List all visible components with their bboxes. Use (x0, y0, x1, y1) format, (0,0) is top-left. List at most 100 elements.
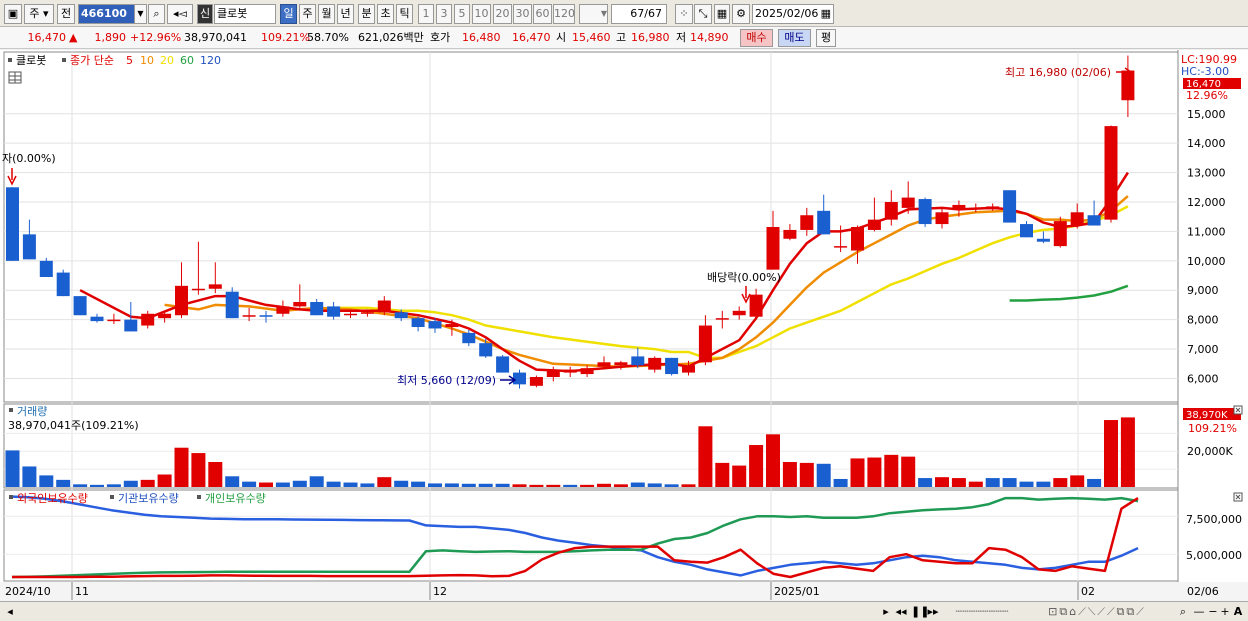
period-week-tab[interactable]: 주 (299, 4, 316, 24)
candle-body (749, 294, 763, 317)
code-dropdown-icon[interactable]: ▼ (134, 4, 147, 24)
period-day-tab[interactable]: 일 (280, 4, 297, 24)
stock-code-input[interactable]: 466100 (78, 4, 136, 24)
chart-type-select[interactable]: 주 ▾ (24, 4, 54, 24)
interval-20-button[interactable]: 20 (493, 4, 512, 24)
volume-bar (309, 476, 324, 487)
legend-stock-name: 클로봇 (16, 54, 46, 67)
candlestick-series[interactable] (6, 55, 1135, 389)
volume-bar (732, 465, 747, 487)
volume-bar (597, 483, 611, 487)
volume-bar (563, 484, 578, 487)
volume-bar (428, 483, 442, 487)
chart-area[interactable]: 클로봇 종가 단순 5 10 20 60 120 자(0.00%) 배당락(0.… (0, 50, 1248, 601)
candle-body (580, 368, 594, 375)
period-minute-tab[interactable]: 분 (358, 4, 375, 24)
volume-bar (681, 484, 696, 487)
x-axis-label: 02 (1081, 585, 1095, 598)
candle-body (411, 318, 425, 327)
scroll-left-icon[interactable]: ◂ (7, 605, 13, 618)
settings-icon[interactable]: ⚙ (732, 4, 750, 24)
market-select[interactable]: 전 (57, 4, 75, 24)
price-axis-tick: 14,000 (1187, 137, 1226, 150)
sell-button[interactable]: 매도 (778, 29, 811, 47)
interval-30-button[interactable]: 30 (513, 4, 532, 24)
auto-scale-icon[interactable]: A (1233, 605, 1243, 618)
interval-custom-select[interactable]: ▼ (579, 4, 608, 24)
candle-body (969, 207, 983, 210)
volume-bar (191, 453, 206, 487)
x-axis-label: 2025/01 (774, 585, 820, 598)
volume-title: 거래량 (17, 405, 47, 418)
zoom-in-icon[interactable]: + (1220, 605, 1230, 618)
volume-bar (140, 479, 155, 487)
date-field[interactable]: 2025/02/06 ▦ (752, 4, 834, 24)
volume-bar (326, 481, 341, 487)
price-axis-ticks: 15,000 14,000 13,000 12,000 11,000 10,000 9,00… (1187, 108, 1226, 386)
candle-body (293, 302, 307, 307)
volume-bar (1120, 417, 1135, 487)
candle-body (496, 356, 510, 373)
calendar-icon[interactable]: ▦ (820, 7, 831, 20)
volume-bar (630, 482, 645, 487)
interval-3-button[interactable]: 3 (436, 4, 452, 24)
interval-60-button[interactable]: 60 (533, 4, 552, 24)
zoom-out-icon[interactable]: — (1193, 605, 1205, 618)
price-legend: 클로봇 종가 단순 5 10 20 60 120 (8, 54, 221, 84)
window-icon[interactable]: ▣ (4, 4, 22, 24)
candle-body (344, 313, 357, 316)
eval-button[interactable]: 평 (816, 29, 836, 47)
candle-body (22, 234, 36, 260)
pause-icon[interactable]: ❚❚ (911, 605, 930, 618)
volume-bar (444, 483, 459, 487)
interval-5-button[interactable]: 5 (454, 4, 470, 24)
minimize-icon[interactable]: − (1208, 605, 1218, 618)
holdings-panel (3, 489, 1179, 582)
open-label: 시 (556, 31, 567, 44)
volume-bar (495, 483, 510, 487)
scroll-right-icon[interactable]: ▸ (883, 605, 889, 618)
period-year-tab[interactable]: 년 (337, 4, 354, 24)
stock-name-field[interactable]: 클로봇 (214, 4, 276, 24)
period-second-tab[interactable]: 초 (377, 4, 394, 24)
interval-120-button[interactable]: 120 (553, 4, 575, 24)
candle-body (208, 284, 222, 289)
zoom-icon[interactable]: ⌕ (1179, 605, 1187, 618)
high-annotation: 최고 16,980 (02/06) (1005, 66, 1111, 79)
period-tick-tab[interactable]: 틱 (396, 4, 413, 24)
volume-bar (123, 480, 138, 487)
speaker-icon[interactable]: ◂◅ (167, 4, 193, 24)
candle-body (817, 210, 831, 235)
display-count-field[interactable]: 67/67 (611, 4, 667, 24)
candle-body (546, 369, 560, 377)
volume-bar (275, 482, 290, 487)
holdings-foreign-title: 외국인보유수량 (17, 492, 88, 505)
period-month-tab[interactable]: 월 (318, 4, 335, 24)
zoom-slider[interactable]: ┄┄┄┄┄┄┄┄ (955, 605, 1009, 618)
high-price: 16,980 (631, 31, 670, 44)
chart-svg[interactable]: 클로봇 종가 단순 5 10 20 60 120 자(0.00%) 배당락(0.… (0, 50, 1248, 601)
volume-bar (613, 484, 628, 487)
interval-1-button[interactable]: 1 (418, 4, 434, 24)
volume-bar (5, 450, 20, 487)
buy-button[interactable]: 매수 (740, 29, 773, 47)
candle-body (242, 315, 256, 317)
interval-10-button[interactable]: 10 (472, 4, 491, 24)
save-icon[interactable]: ▦ (714, 4, 730, 24)
candle-body (225, 291, 239, 319)
lc-label: LC:190.99 (1181, 53, 1237, 66)
search-icon[interactable]: ⌕ (148, 4, 165, 24)
drawing-tools-strip[interactable]: ⊡⧉⌂⟋⟍⟋⟋⧉⧉⟋ (1048, 605, 1146, 618)
candle-body (462, 332, 476, 344)
chart-type-value: 주 (29, 7, 40, 20)
volume-bar (343, 482, 358, 487)
volume-bar (1070, 475, 1085, 487)
rewind-icon[interactable]: ◂◂ (895, 605, 907, 618)
volume-bar (833, 478, 848, 487)
x-axis-strip (0, 582, 1248, 601)
volume-bar (39, 475, 54, 487)
crosshair-icon[interactable]: ⤡ (694, 4, 712, 24)
grid-icon[interactable]: ⁘ (675, 4, 693, 24)
date-value: 2025/02/06 (755, 7, 819, 20)
fast-forward-icon[interactable]: ▸▸ (927, 605, 939, 618)
